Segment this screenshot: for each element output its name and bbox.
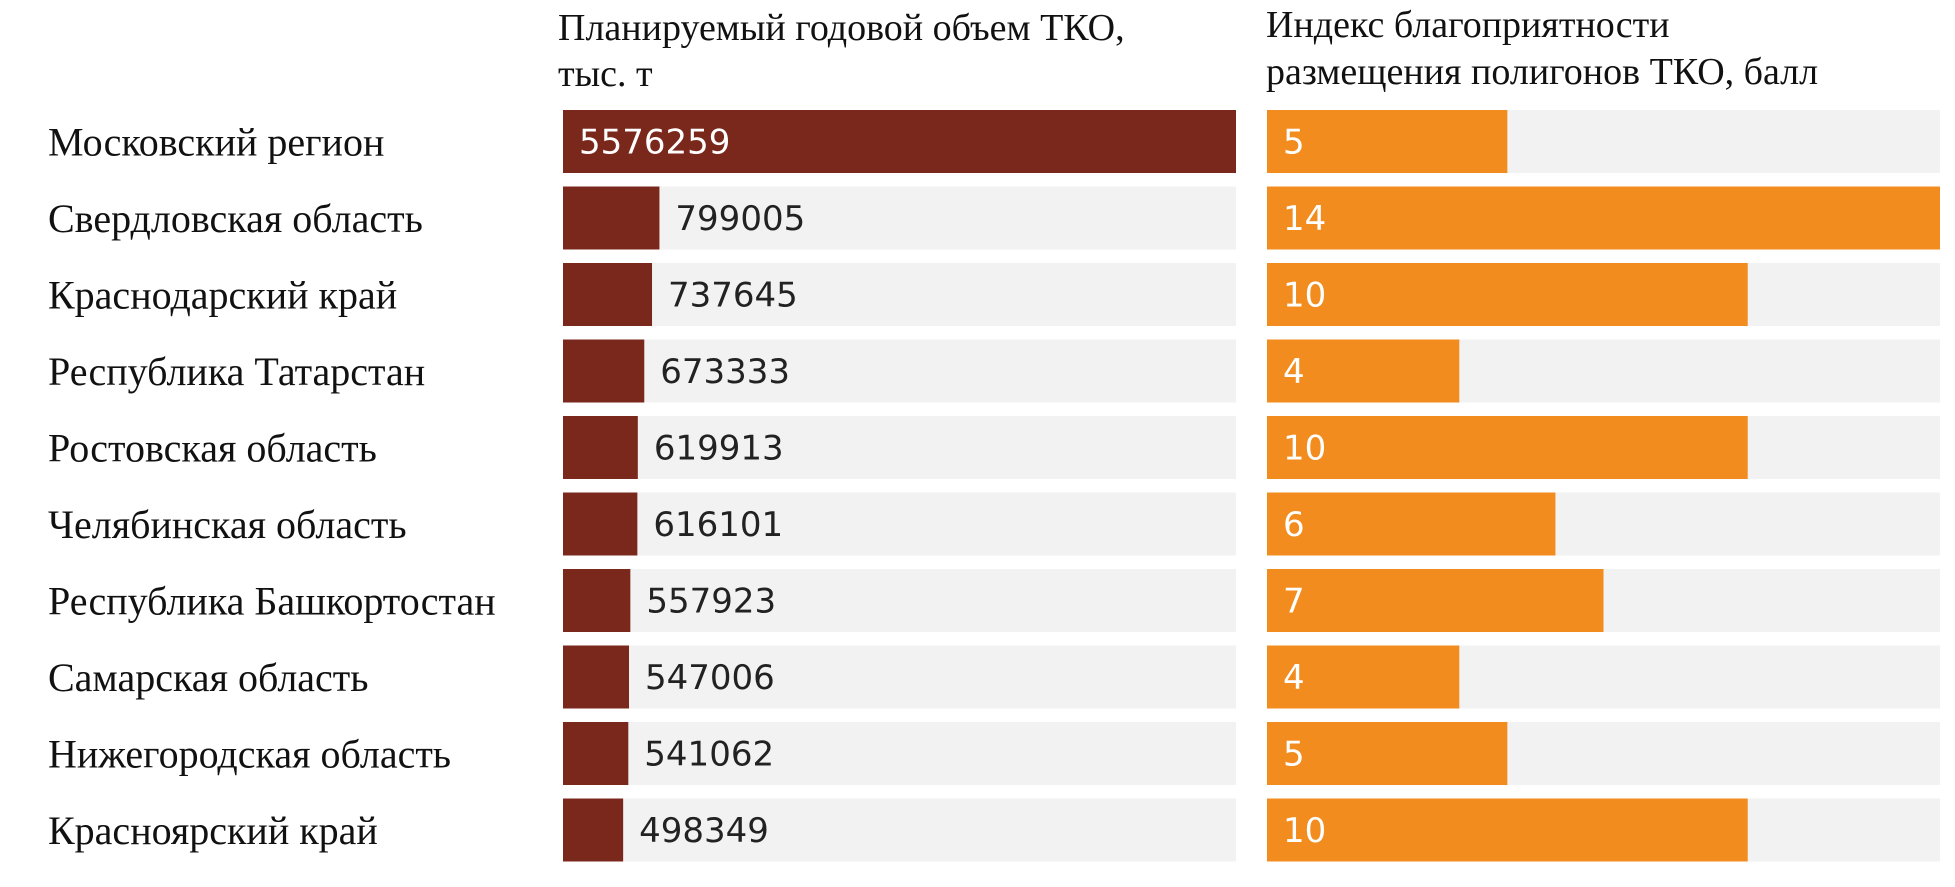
category-label: Московский регион [48,120,384,165]
volume-bar [563,645,630,709]
index-value-label: 6 [1283,505,1305,545]
category-label: Челябинская область [48,502,407,547]
index-bar [1267,110,1508,173]
index-value-label: 10 [1283,811,1326,851]
category-label: Самарская область [48,655,369,700]
index-value-label: 14 [1283,199,1326,239]
volume-bar-track [563,339,1236,403]
volume-bars: 5576259 799005 737645 673333 619913 616101 557… [563,110,1236,862]
category-label: Краснодарский край [48,273,397,318]
volume-bar [563,416,638,479]
volume-bar-track [563,186,1236,250]
index-bar [1267,186,1940,250]
category-label: Ростовская область [48,426,377,471]
category-labels: Московский регион Свердловская область Кра… [48,120,496,854]
volume-value-label: 616101 [653,505,783,545]
index-panel: Индекс благоприятности размещения полиго… [1266,4,1940,862]
volume-value-label: 673333 [660,352,790,392]
index-bar [1267,416,1748,479]
index-value-label: 10 [1283,276,1326,316]
index-bar [1267,645,1460,709]
volume-value-label: 547006 [645,658,775,698]
index-bar [1267,492,1556,556]
category-label: Республика Татарстан [48,349,425,394]
volume-bar [563,722,629,785]
volume-bar-track [563,416,1236,479]
volume-bar-track [563,645,1236,709]
volume-value-label: 5576259 [579,123,730,163]
index-value-label: 5 [1283,735,1305,775]
volume-bar [563,492,638,556]
volume-bar [563,798,624,862]
index-bar [1267,722,1508,785]
category-label: Нижегородская область [48,732,451,777]
volume-bar [563,263,653,326]
category-label: Свердловская область [48,196,423,241]
volume-value-label: 541062 [644,735,774,775]
volume-title-line-1: Планируемый годовой объем ТКО, [558,7,1125,49]
category-label: Республика Башкортостан [48,579,496,624]
volume-bar [563,569,631,632]
volume-value-label: 557923 [646,582,776,622]
volume-value-label: 619913 [654,429,784,469]
volume-bar-track [563,722,1236,785]
volume-bar-track [563,569,1236,632]
volume-bar [563,339,645,403]
index-value-label: 4 [1283,352,1305,392]
volume-bar [563,186,660,250]
index-bar [1267,798,1748,862]
index-value-label: 10 [1283,429,1326,469]
index-bar [1267,339,1460,403]
index-bars: 5 14 10 4 10 6 7 4 5 10 [1267,110,1940,862]
index-value-label: 5 [1283,123,1305,163]
volume-bar [563,110,1236,173]
index-title-line-1: Индекс благоприятности [1266,4,1670,46]
volume-value-label: 737645 [668,276,798,316]
volume-title-line-2: тыс. т [558,53,653,95]
index-bar [1267,569,1604,632]
volume-bar-track [563,798,1236,862]
volume-bar-track [563,492,1236,556]
index-bar [1267,263,1748,326]
volume-value-label: 498349 [639,811,769,851]
index-title-line-2: размещения полигонов ТКО, балл [1266,51,1818,93]
index-value-label: 4 [1283,658,1305,698]
category-label: Красноярский край [48,808,378,853]
index-value-label: 7 [1283,582,1305,622]
volume-panel: Планируемый годовой объем ТКО, тыс. т Мо… [48,7,1236,862]
volume-value-label: 799005 [675,199,805,239]
volume-bar-track [563,263,1236,326]
